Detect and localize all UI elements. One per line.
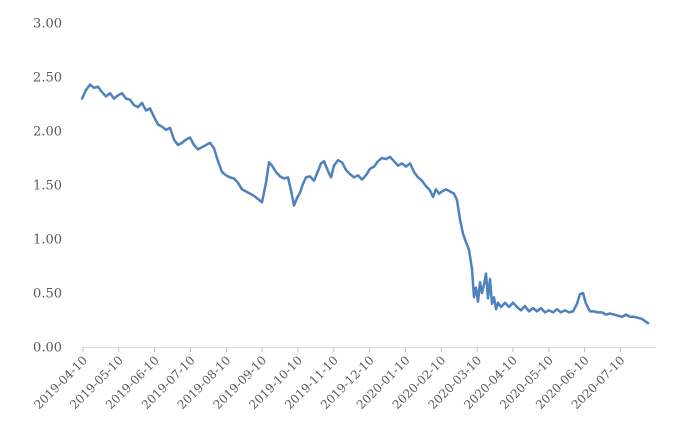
y-tick-label: 3.00: [33, 17, 62, 32]
y-tick-label: 2.50: [33, 71, 62, 86]
y-tick-label: 2.00: [33, 125, 62, 140]
data-line-price: [80, 83, 650, 325]
x-axis-labels: 2019-04-102019-05-102019-06-102019-07-10…: [31, 353, 627, 412]
y-tick-label: 1.50: [33, 179, 62, 194]
y-tick-label: 0.50: [33, 287, 62, 302]
y-tick-label: 1.00: [33, 233, 62, 248]
y-tick-label: 0.00: [33, 341, 62, 356]
x-axis-tick-marks: [82, 347, 621, 352]
y-axis-labels: 3.00 2.50 2.00 1.50 1.00 0.50 0.00: [33, 17, 62, 356]
